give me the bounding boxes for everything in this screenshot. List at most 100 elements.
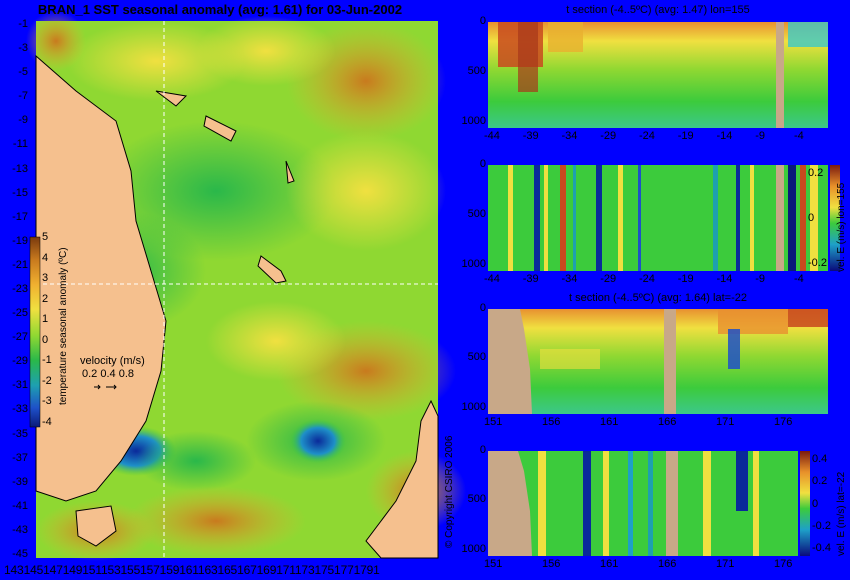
section-x-tick: 156 [542, 558, 561, 570]
t-lat-title: t section (-4..5ºC) (avg: 1.64) lat=-22 [569, 292, 747, 304]
section-x-tick: 176 [774, 558, 793, 570]
v-lon-colorbar [830, 165, 840, 271]
section-y-tick: 1000 [461, 114, 486, 127]
map-lat-tick: -37 [12, 451, 28, 464]
v-lat-colorbar [800, 451, 810, 556]
map-lat-tick: -7 [18, 90, 28, 103]
map-lat-tick: -9 [18, 114, 28, 127]
map-colorbar-tick: -1 [42, 354, 52, 367]
t-lon-title: t section (-4..5ºC) (avg: 1.47) lon=155 [566, 4, 750, 16]
map-lat-tick: -11 [12, 138, 28, 151]
section-x-tick: 151 [484, 416, 503, 428]
map-lat-tick: -27 [12, 331, 28, 344]
t-lat-section [488, 309, 828, 414]
map-colorbar-tick: 5 [42, 231, 49, 243]
section-y-tick: 500 [467, 493, 486, 506]
section-y-tick: 1000 [461, 542, 486, 555]
map-lon-ticks: 1431451471491511531551571591611631651671… [4, 563, 380, 577]
map-lat-tick: -13 [12, 162, 28, 175]
section-x-tick: -34 [561, 130, 578, 142]
section-y-tick: 0 [479, 444, 486, 456]
map-colorbar-tick: 3 [42, 272, 49, 285]
section-colorbar-tick: 0.4 [812, 453, 828, 465]
map-lat-tick: -35 [12, 427, 28, 440]
map-colorbar-tick: 4 [42, 251, 49, 264]
section-x-tick: -24 [639, 130, 655, 142]
v-lat-colorbar-label: vel. E (m/s) lat=-22 [836, 471, 847, 556]
section-x-tick: 151 [484, 558, 503, 570]
section-colorbar-tick: -0.2 [812, 519, 831, 532]
section-x-tick: -34 [561, 273, 578, 285]
section-x-tick: -4 [794, 273, 804, 285]
section-y-tick: 0 [479, 158, 486, 170]
section-x-tick: 176 [774, 416, 793, 428]
map-lat-tick: -1 [18, 18, 28, 30]
section-colorbar-tick: -0.2 [808, 257, 827, 269]
velocity-arrows-icon [94, 384, 117, 390]
section-x-tick: 156 [542, 416, 561, 428]
map-colorbar-label: temperature seasonal anomaly (ºC) [58, 247, 69, 405]
section-colorbar-tick: -0.4 [812, 542, 831, 554]
map-lat-tick: -3 [18, 42, 28, 55]
v-lon-colorbar-label: vel. E (m/s) lon=155 [836, 182, 847, 272]
map-title: BRAN_1 SST seasonal anomaly (avg: 1.61) … [37, 2, 403, 17]
section-x-tick: -29 [600, 273, 617, 285]
section-y-tick: 500 [467, 351, 486, 364]
section-x-tick: 171 [716, 558, 735, 570]
map-lat-tick: -5 [18, 66, 28, 79]
section-colorbar-tick: 0 [812, 497, 819, 510]
map-lat-tick: -25 [12, 307, 28, 320]
section-x-tick: -24 [639, 273, 655, 285]
map-lat-tick: -17 [12, 210, 28, 223]
v-lon-section [488, 165, 828, 271]
section-x-tick: -44 [484, 273, 500, 285]
section-y-tick: 1000 [461, 257, 486, 270]
section-x-tick: 166 [658, 558, 677, 570]
map-lat-tick: -29 [12, 355, 28, 368]
velocity-legend-title: velocity (m/s) [80, 355, 145, 367]
section-x-tick: -29 [600, 130, 617, 142]
section-x-tick: -4 [794, 130, 804, 142]
t-lon-section [488, 22, 828, 128]
map-lat-tick: -21 [12, 258, 28, 271]
map-lat-tick: -15 [12, 186, 28, 199]
map-colorbar-tick: 2 [42, 292, 49, 305]
map-lat-tick: -39 [12, 475, 28, 488]
section-x-tick: -14 [716, 273, 733, 285]
section-x-tick: -39 [522, 130, 539, 142]
section-x-tick: -39 [522, 273, 539, 285]
velocity-legend-values: 0.2 0.4 0.8 [82, 368, 134, 380]
map-lat-tick: -19 [12, 234, 28, 247]
map-colorbar-tick: 0 [42, 333, 49, 346]
section-x-tick: -9 [755, 273, 766, 285]
v-lat-section [488, 451, 798, 556]
section-x-tick: -19 [677, 273, 694, 285]
section-x-tick: -14 [716, 130, 733, 142]
section-y-tick: 500 [467, 64, 486, 77]
section-x-tick: 161 [600, 558, 619, 570]
map-lat-tick: -31 [12, 379, 28, 392]
section-colorbar-tick: 0.2 [808, 167, 824, 179]
section-y-tick: 1000 [461, 400, 486, 413]
section-y-tick: 0 [479, 302, 486, 314]
map-lat-tick: -41 [12, 499, 28, 512]
section-colorbar-tick: 0 [808, 212, 815, 224]
map-colorbar-tick: -3 [42, 395, 52, 408]
section-y-tick: 500 [467, 207, 486, 220]
map-colorbar-tick: 1 [42, 313, 49, 326]
section-x-tick: 166 [658, 416, 677, 428]
map-lat-tick: -23 [12, 283, 28, 295]
sst-anomaly-map [26, 11, 466, 561]
section-x-tick: -9 [755, 130, 766, 142]
map-colorbar-tick: -2 [42, 374, 52, 387]
section-y-tick: 0 [479, 15, 486, 27]
section-x-tick: -19 [677, 130, 694, 142]
section-x-tick: -44 [484, 130, 500, 142]
map-lat-tick: -33 [12, 403, 28, 416]
section-x-tick: 171 [716, 416, 735, 428]
section-colorbar-tick: 0.2 [812, 475, 828, 488]
map-colorbar [29, 236, 41, 428]
section-x-tick: 161 [600, 416, 619, 428]
map-lat-tick: -45 [12, 548, 28, 560]
map-colorbar-tick: -4 [42, 416, 52, 428]
